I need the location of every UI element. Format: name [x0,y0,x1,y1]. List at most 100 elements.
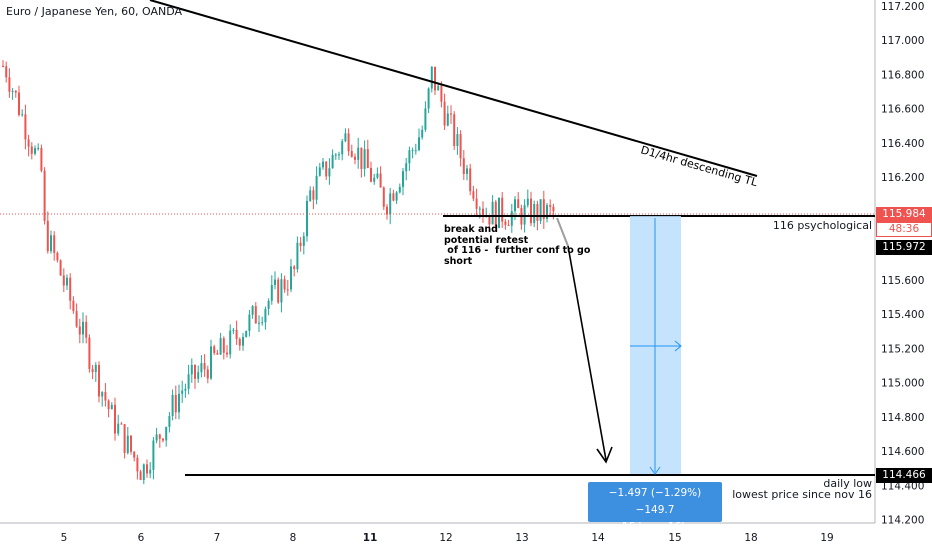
projection-arrow[interactable] [567,245,607,461]
candle-body [530,198,532,224]
candle-body [293,266,296,270]
daily-low-label: daily low [823,477,872,490]
candle-body [152,440,155,470]
candle-body [398,186,401,193]
candle-body [149,469,152,474]
candle-body [91,368,94,373]
candle-body [376,173,379,178]
candle-body [459,134,462,159]
descending-trendline[interactable] [149,0,758,177]
measure-change: −1.497 (−1.29%) −149.7 [608,487,702,516]
price-axis[interactable]: 117.200 117.000 116.800 116.600 116.400 116.2… [881,1,924,527]
candle-body [328,168,331,177]
candle-body [139,471,142,481]
candle-body [40,147,43,171]
price-tick-label: 114.400 [881,480,924,492]
candle-body [184,388,187,391]
candle-body [114,404,116,434]
candle-body [296,242,299,270]
measure-down-arrowhead [649,466,661,475]
candle-body [434,66,436,91]
time-axis[interactable]: 5 6 7 8 11 12 13 14 15 18 19 [61,532,834,544]
candle-body [43,170,46,221]
candle-body [254,306,257,324]
candle-body [443,101,446,126]
candle-body [552,206,555,212]
candle-body [536,203,539,221]
level-116-label: 116 psychological [772,219,872,232]
candle-body [190,364,193,375]
candle-body [59,260,62,276]
candle-body [56,252,59,261]
candle-body [126,435,129,453]
candle-body [501,197,504,222]
candle-body [226,352,228,355]
candle-body [507,224,510,226]
candle-body [395,192,398,201]
time-tick-label: 19 [820,532,833,544]
candle-body [408,150,411,164]
time-tick-label: 6 [138,532,145,544]
candle-body [299,242,302,246]
candle-body [462,158,465,174]
price-tick-label: 115.200 [881,343,924,355]
candle-body [155,434,158,441]
candle-body [482,208,484,217]
price-tick-label: 115.000 [881,378,924,390]
candle-body [338,154,340,156]
candle-body [187,374,190,389]
candle-body [264,308,267,323]
candle-body [373,177,376,182]
candle-body [34,148,36,154]
candle-body [347,133,350,152]
candle-body [200,363,203,373]
candle-body [392,193,395,201]
trendline-label: D1/4hr descending TL [639,143,760,189]
candle-body [309,190,312,201]
lowest-price-label: lowest price since nov 16 [732,488,872,501]
candle-body [267,300,270,309]
candle-body [8,77,11,92]
candle-body [5,66,8,78]
candle-body [203,363,206,370]
price-tick-label: 114.600 [881,446,924,458]
candle-body [110,404,113,410]
candle-body [488,216,491,225]
candle-body [277,279,280,303]
candle-body [85,321,88,338]
candle-body [98,364,100,397]
candle-body [472,191,475,199]
candle-body [53,235,56,253]
candle-body [354,156,356,160]
candle-body [251,306,254,315]
symbol-title[interactable]: Euro / Japanese Yen, 60, OANDA [6,5,183,18]
candle-body [478,208,481,210]
candle-body [514,199,516,212]
candle-body [78,326,81,335]
candle-body [146,464,148,474]
candle-body [437,85,440,91]
candle-body [181,390,184,394]
candle-body [206,369,209,379]
price-tick-label: 116.200 [881,172,924,184]
candle-body [411,150,414,152]
candle-body [232,329,235,331]
candle-body [363,149,366,169]
candle-body [315,175,318,200]
candle-body [334,154,337,156]
candle-body [62,275,65,286]
candle-body [120,423,123,425]
time-tick-label: 11 [363,532,378,544]
candle-body [280,279,283,303]
candle-body [258,322,260,324]
candlestick-series [2,60,555,485]
level-116-tag: 115.972 [876,240,932,255]
candle-body [238,339,241,346]
candle-body [107,400,110,410]
candle-body [21,114,24,116]
candle-body [469,168,472,192]
candle-body [494,201,497,228]
candle-body [158,434,161,439]
last-price-tag: 115.984 [876,207,932,222]
